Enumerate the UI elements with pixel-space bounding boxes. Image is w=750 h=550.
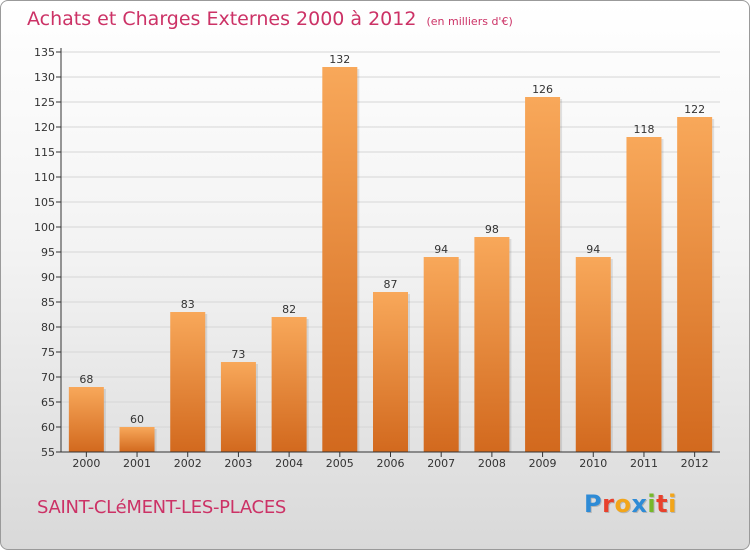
y-tick-label: 110: [34, 171, 55, 184]
y-tick-label: 60: [41, 421, 55, 434]
y-tick-label: 55: [41, 446, 55, 459]
bar-value-label: 132: [329, 53, 350, 66]
x-tick-label: 2004: [275, 457, 303, 470]
x-tick-label: 2006: [377, 457, 405, 470]
y-tick-label: 80: [41, 321, 55, 334]
y-tick-label: 70: [41, 371, 55, 384]
bar-value-label: 83: [181, 298, 195, 311]
bar: [423, 257, 459, 452]
y-tick-label: 120: [34, 121, 55, 134]
bar-value-label: 126: [532, 83, 553, 96]
bar: [575, 257, 611, 452]
logo-letter: o: [614, 490, 632, 518]
bar-value-label: 73: [231, 348, 245, 361]
bar: [525, 97, 561, 452]
y-tick-label: 105: [34, 196, 55, 209]
bar: [626, 137, 662, 452]
x-tick-label: 2009: [529, 457, 557, 470]
x-tick-label: 2001: [123, 457, 151, 470]
logo-letter: t: [656, 490, 669, 518]
x-tick-label: 2000: [72, 457, 100, 470]
chart-title: Achats et Charges Externes 2000 à 2012 (e…: [27, 8, 513, 30]
bar: [271, 317, 307, 452]
bar-value-label: 82: [282, 303, 296, 316]
logo-letter: r: [602, 490, 615, 518]
logo-letter: P: [584, 490, 603, 518]
y-tick-label: 85: [41, 296, 55, 309]
bar: [119, 427, 155, 452]
place-name: SAINT-CLéMENT-LES-PLACES: [37, 497, 287, 518]
bar-value-label: 118: [633, 123, 654, 136]
bar-value-label: 87: [384, 278, 398, 291]
x-tick-label: 2011: [630, 457, 658, 470]
bar: [322, 67, 358, 452]
bar-value-label: 60: [130, 413, 144, 426]
x-tick-label: 2005: [326, 457, 354, 470]
x-tick-label: 2003: [224, 457, 252, 470]
bar-value-label: 68: [79, 373, 93, 386]
y-tick-label: 135: [34, 46, 55, 59]
bar-value-label: 98: [485, 223, 499, 236]
bar-value-label: 122: [684, 103, 705, 116]
y-tick-label: 115: [34, 146, 55, 159]
y-tick-label: 130: [34, 71, 55, 84]
chart-title-text: Achats et Charges Externes 2000 à 2012: [27, 8, 417, 30]
x-tick-label: 2002: [174, 457, 202, 470]
bar: [474, 237, 510, 452]
bar: [220, 362, 256, 452]
chart-subtitle: (en milliers d'€): [426, 15, 513, 28]
x-tick-label: 2012: [681, 457, 709, 470]
x-tick-label: 2008: [478, 457, 506, 470]
x-tick-label: 2010: [579, 457, 607, 470]
bar-value-label: 94: [586, 243, 600, 256]
proxiti-logo: Proxiti: [584, 490, 677, 518]
bar: [373, 292, 408, 452]
bar: [68, 387, 104, 452]
logo-letter: i: [647, 490, 657, 518]
y-tick-label: 95: [41, 246, 55, 259]
y-tick-label: 125: [34, 96, 55, 109]
logo-letter: x: [631, 490, 648, 518]
y-tick-label: 90: [41, 271, 55, 284]
bar-value-label: 94: [434, 243, 448, 256]
bar: [170, 312, 206, 452]
bar: [677, 117, 713, 452]
x-tick-label: 2007: [427, 457, 455, 470]
y-tick-label: 75: [41, 346, 55, 359]
y-tick-label: 65: [41, 396, 55, 409]
y-tick-label: 100: [34, 221, 55, 234]
logo-letter: i: [668, 490, 677, 518]
